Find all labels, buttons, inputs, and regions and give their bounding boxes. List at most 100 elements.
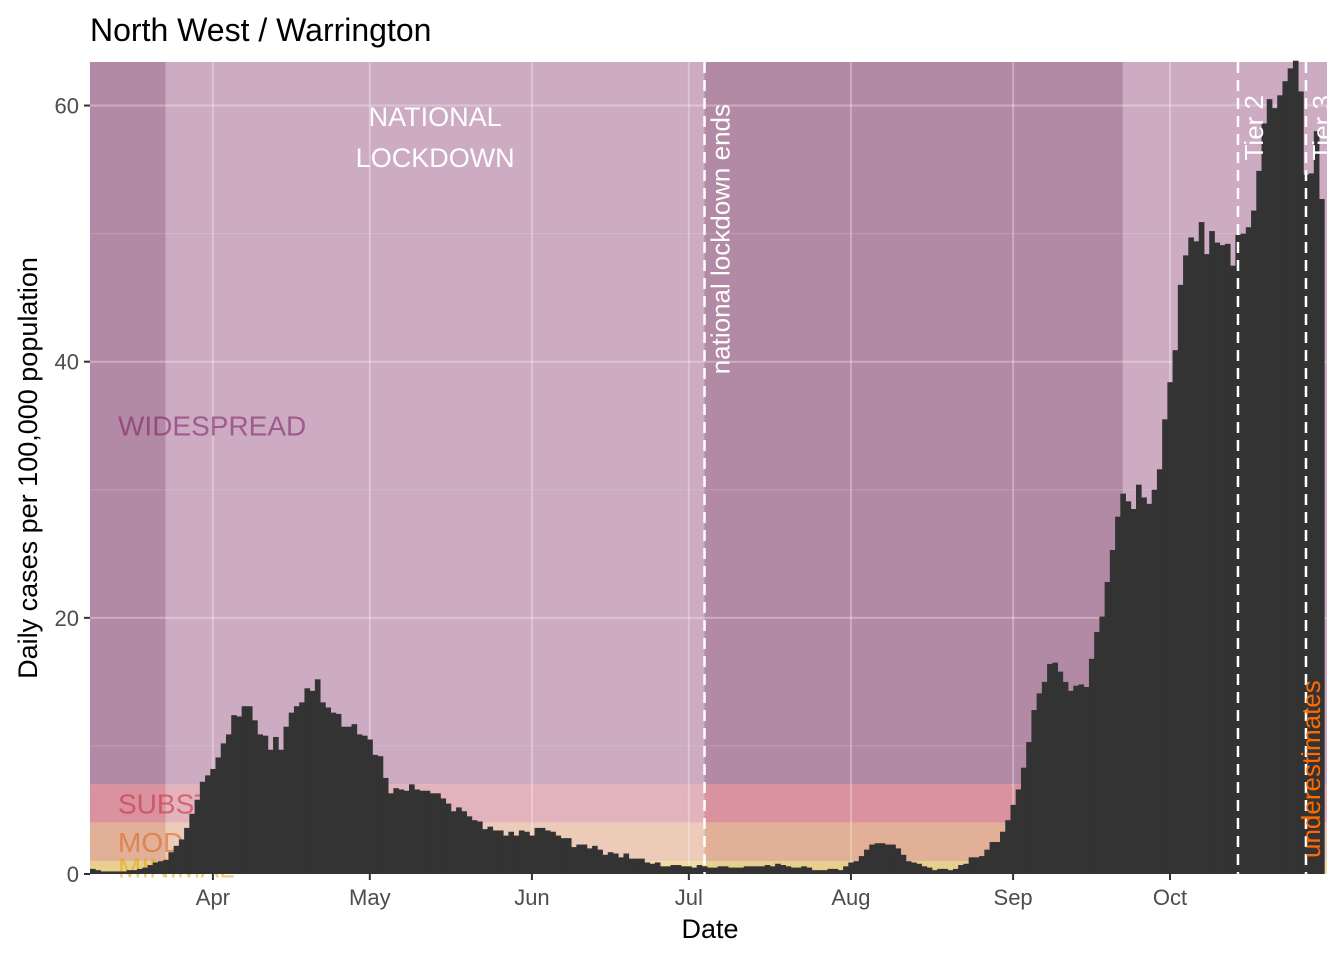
bar [565, 838, 572, 874]
bar [346, 726, 352, 874]
bar [419, 790, 426, 874]
bar [1020, 767, 1027, 874]
bar [864, 849, 870, 874]
bar [979, 856, 985, 874]
bar [1245, 227, 1252, 875]
bar [293, 706, 300, 874]
bar [1109, 549, 1116, 874]
bar [414, 789, 420, 874]
bar [529, 835, 535, 874]
bar [717, 866, 724, 874]
bar [471, 820, 478, 874]
bar [210, 768, 216, 874]
bar [545, 830, 551, 874]
bar [811, 870, 818, 874]
bar [686, 866, 692, 874]
bar [832, 868, 839, 874]
bar [911, 862, 917, 874]
bar [722, 866, 729, 874]
bar [895, 848, 902, 874]
bar [623, 853, 630, 874]
bar [1308, 173, 1315, 874]
bar [592, 845, 598, 874]
bar [178, 839, 185, 874]
bar [707, 867, 713, 874]
bar [299, 702, 305, 874]
bar [1256, 170, 1262, 874]
bar [806, 867, 813, 874]
bar [90, 868, 96, 874]
bar [613, 853, 619, 874]
bar [137, 868, 143, 874]
bar [1141, 497, 1147, 874]
event-lines: national lockdown ends Tier 2 Tier 3 undere… [703, 62, 1337, 874]
bar [1104, 581, 1111, 874]
level-label-widespread: WIDESPREAD [118, 411, 306, 442]
x-tick-label: Jul [675, 885, 703, 910]
bar [335, 713, 342, 874]
bar [958, 865, 964, 874]
bar [602, 854, 609, 874]
bar [691, 867, 698, 874]
band-moderate-dark [90, 822, 166, 862]
bar [1198, 222, 1205, 875]
bar [1266, 99, 1273, 874]
bar [356, 734, 363, 874]
bar [215, 757, 222, 874]
bar [597, 849, 603, 874]
bar [743, 866, 750, 874]
bar [95, 870, 101, 874]
event-label: national lockdown ends [706, 104, 736, 374]
bar [388, 793, 394, 874]
bar [628, 858, 635, 874]
bar [1094, 631, 1100, 874]
bar [733, 867, 739, 874]
bar [372, 754, 379, 874]
y-tick-label: 0 [67, 862, 79, 887]
bar [560, 838, 567, 874]
region-labels: NATIONAL LOCKDOWN [356, 102, 515, 173]
bar [1151, 489, 1158, 874]
bar [116, 871, 122, 874]
bar [816, 870, 823, 874]
bar [900, 854, 907, 874]
bar [1083, 687, 1090, 874]
bar [456, 807, 462, 874]
bar [644, 862, 651, 874]
bar [796, 867, 802, 874]
bar [670, 865, 677, 874]
bar [984, 849, 990, 874]
bar [168, 852, 175, 874]
event-label: Tier 3 [1307, 95, 1337, 161]
bar [801, 866, 807, 874]
bar [503, 835, 509, 874]
bar [858, 856, 865, 874]
axes: 0 20 40 60 Apr May Jun Jul Aug Sep Oct [55, 94, 1188, 910]
bar [398, 789, 405, 874]
bar [1125, 501, 1132, 874]
bar [157, 861, 164, 874]
bar [147, 865, 154, 874]
bar [696, 865, 703, 874]
bar [989, 841, 996, 874]
bar [1271, 108, 1278, 875]
x-tick-label: Jun [514, 885, 549, 910]
bar [1287, 68, 1294, 874]
bar [701, 866, 708, 874]
bar [314, 679, 321, 874]
bar [403, 790, 410, 874]
bar [257, 734, 263, 874]
bar [163, 859, 169, 874]
bar [429, 793, 436, 874]
bar [252, 720, 258, 874]
bar [508, 831, 515, 874]
bar [518, 830, 525, 874]
bar [205, 775, 211, 874]
bar [738, 867, 745, 874]
y-tick-label: 20 [55, 606, 79, 631]
bar [633, 858, 640, 874]
bar [1282, 81, 1289, 874]
bar [1261, 123, 1268, 875]
bar [764, 865, 771, 874]
bar [759, 866, 766, 874]
